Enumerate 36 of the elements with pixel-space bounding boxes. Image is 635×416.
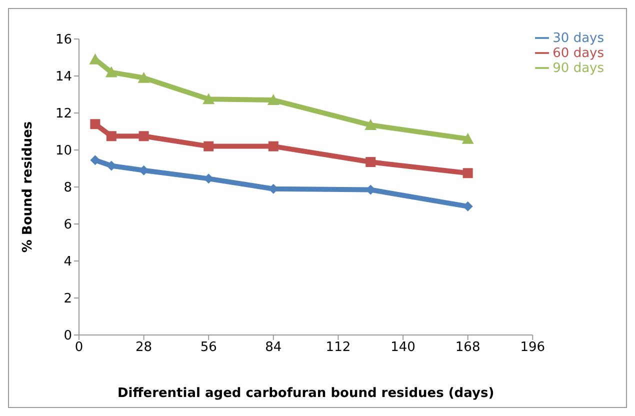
x-axis-title: Differential aged carbofuran bound residues (days) (117, 386, 494, 401)
x-tick-label: 84 (265, 340, 282, 356)
y-tick-label: 6 (64, 218, 72, 233)
point (364, 119, 377, 130)
point (90, 119, 100, 130)
y-axis-title: % Bound residues (20, 121, 36, 253)
point (204, 141, 214, 152)
x-tick-label: 0 (74, 340, 84, 356)
legend-label: 30 days (552, 31, 604, 46)
x-tick-label: 140 (390, 340, 416, 356)
y-tick-label: 12 (55, 106, 72, 122)
point (366, 157, 376, 168)
point (138, 131, 149, 142)
x-tick-label: 196 (520, 340, 546, 356)
legend-label: 90 days (552, 61, 604, 76)
y-tick-label: 14 (55, 70, 72, 85)
point (105, 66, 118, 78)
point (138, 72, 150, 83)
x-tick-label: 56 (200, 340, 217, 356)
y-tick-label: 8 (64, 180, 72, 196)
y-tick-label: 10 (55, 144, 72, 159)
x-tick-label: 28 (136, 340, 152, 356)
point (90, 155, 100, 166)
y-tick-label: 2 (64, 292, 72, 307)
point (106, 131, 116, 142)
x-tick-label: 112 (326, 340, 351, 356)
point (462, 132, 474, 144)
x-tick-label: 168 (455, 340, 480, 356)
y-tick-label: 16 (55, 32, 72, 48)
point (202, 93, 215, 104)
point (267, 94, 280, 106)
legend-label: 60 days (552, 46, 604, 61)
point (462, 168, 473, 178)
y-tick-label: 4 (64, 254, 72, 270)
y-tick-label: 0 (64, 328, 72, 344)
point (268, 141, 278, 152)
